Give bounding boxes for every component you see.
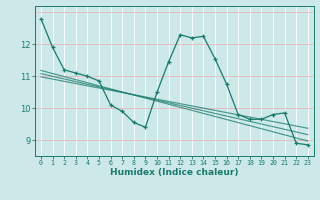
X-axis label: Humidex (Indice chaleur): Humidex (Indice chaleur) [110, 168, 239, 177]
